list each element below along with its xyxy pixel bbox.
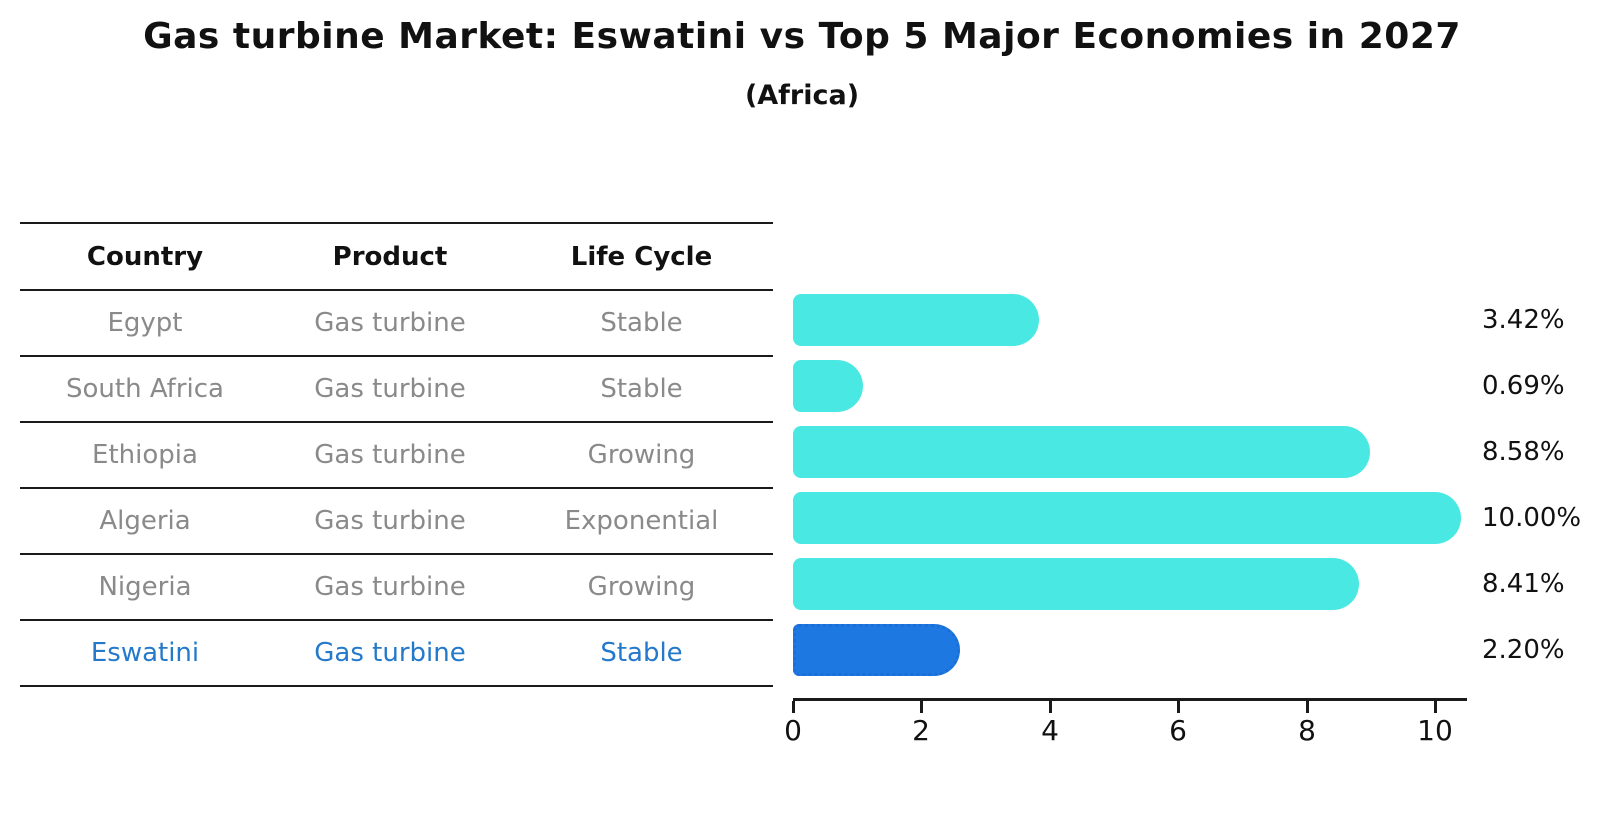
bar-nigeria — [793, 558, 1359, 610]
cell-country: Eswatini — [20, 620, 270, 687]
table-header-row: Country Product Life Cycle — [20, 222, 773, 291]
value-label: 8.58% — [1482, 437, 1565, 467]
x-axis-tick — [792, 701, 795, 713]
cell-life-cycle: Growing — [510, 422, 773, 489]
cell-life-cycle: Exponential — [510, 488, 773, 555]
cell-product: Gas turbine — [270, 290, 510, 357]
bar-egypt — [793, 294, 1039, 346]
cell-product: Gas turbine — [270, 554, 510, 621]
x-axis-line — [793, 698, 1467, 701]
x-axis-tick — [1306, 701, 1309, 713]
cell-country: Ethiopia — [20, 422, 270, 489]
table-row-highlight-eswatini: Eswatini Gas turbine Stable — [20, 620, 773, 687]
cell-country: Nigeria — [20, 554, 270, 621]
cell-life-cycle: Stable — [510, 290, 773, 357]
cell-country: Egypt — [20, 290, 270, 357]
value-label: 0.69% — [1482, 371, 1565, 401]
table-row: Algeria Gas turbine Exponential — [20, 488, 773, 555]
x-axis-tick — [920, 701, 923, 713]
cell-product: Gas turbine — [270, 620, 510, 687]
bar-algeria — [793, 492, 1461, 544]
header-life-cycle: Life Cycle — [510, 222, 773, 291]
bar-ethiopia — [793, 426, 1370, 478]
chart-title: Gas turbine Market: Eswatini vs Top 5 Ma… — [143, 16, 1461, 57]
value-label: 2.20% — [1482, 635, 1565, 665]
x-axis-tick-label: 8 — [1298, 714, 1316, 747]
chart-subtitle: (Africa) — [744, 80, 860, 111]
table-row: South Africa Gas turbine Stable — [20, 356, 773, 423]
x-axis-tick-label: 0 — [784, 714, 802, 747]
cell-country: Algeria — [20, 488, 270, 555]
table-row: Ethiopia Gas turbine Growing — [20, 422, 773, 489]
x-axis-tick-label: 10 — [1417, 714, 1453, 747]
country-table: Country Product Life Cycle Egypt Gas tur… — [20, 222, 773, 687]
cell-product: Gas turbine — [270, 422, 510, 489]
x-axis-tick-label: 2 — [912, 714, 930, 747]
x-axis-tick — [1434, 701, 1437, 713]
value-label: 3.42% — [1482, 305, 1565, 335]
x-axis-tick — [1049, 701, 1052, 713]
cell-product: Gas turbine — [270, 356, 510, 423]
cell-life-cycle: Growing — [510, 554, 773, 621]
value-label: 8.41% — [1482, 569, 1565, 599]
x-axis-tick-label: 4 — [1041, 714, 1059, 747]
cell-life-cycle: Stable — [510, 620, 773, 687]
cell-life-cycle: Stable — [510, 356, 773, 423]
header-product: Product — [270, 222, 510, 291]
cell-country: South Africa — [20, 356, 270, 423]
table-row: Egypt Gas turbine Stable — [20, 290, 773, 357]
bar-south-africa — [793, 360, 864, 412]
header-country: Country — [20, 222, 270, 291]
x-axis-tick-label: 6 — [1169, 714, 1187, 747]
bar-eswatini-highlight — [793, 624, 961, 676]
x-axis-tick — [1177, 701, 1180, 713]
cell-product: Gas turbine — [270, 488, 510, 555]
value-label: 10.00% — [1482, 503, 1582, 533]
table-row: Nigeria Gas turbine Growing — [20, 554, 773, 621]
